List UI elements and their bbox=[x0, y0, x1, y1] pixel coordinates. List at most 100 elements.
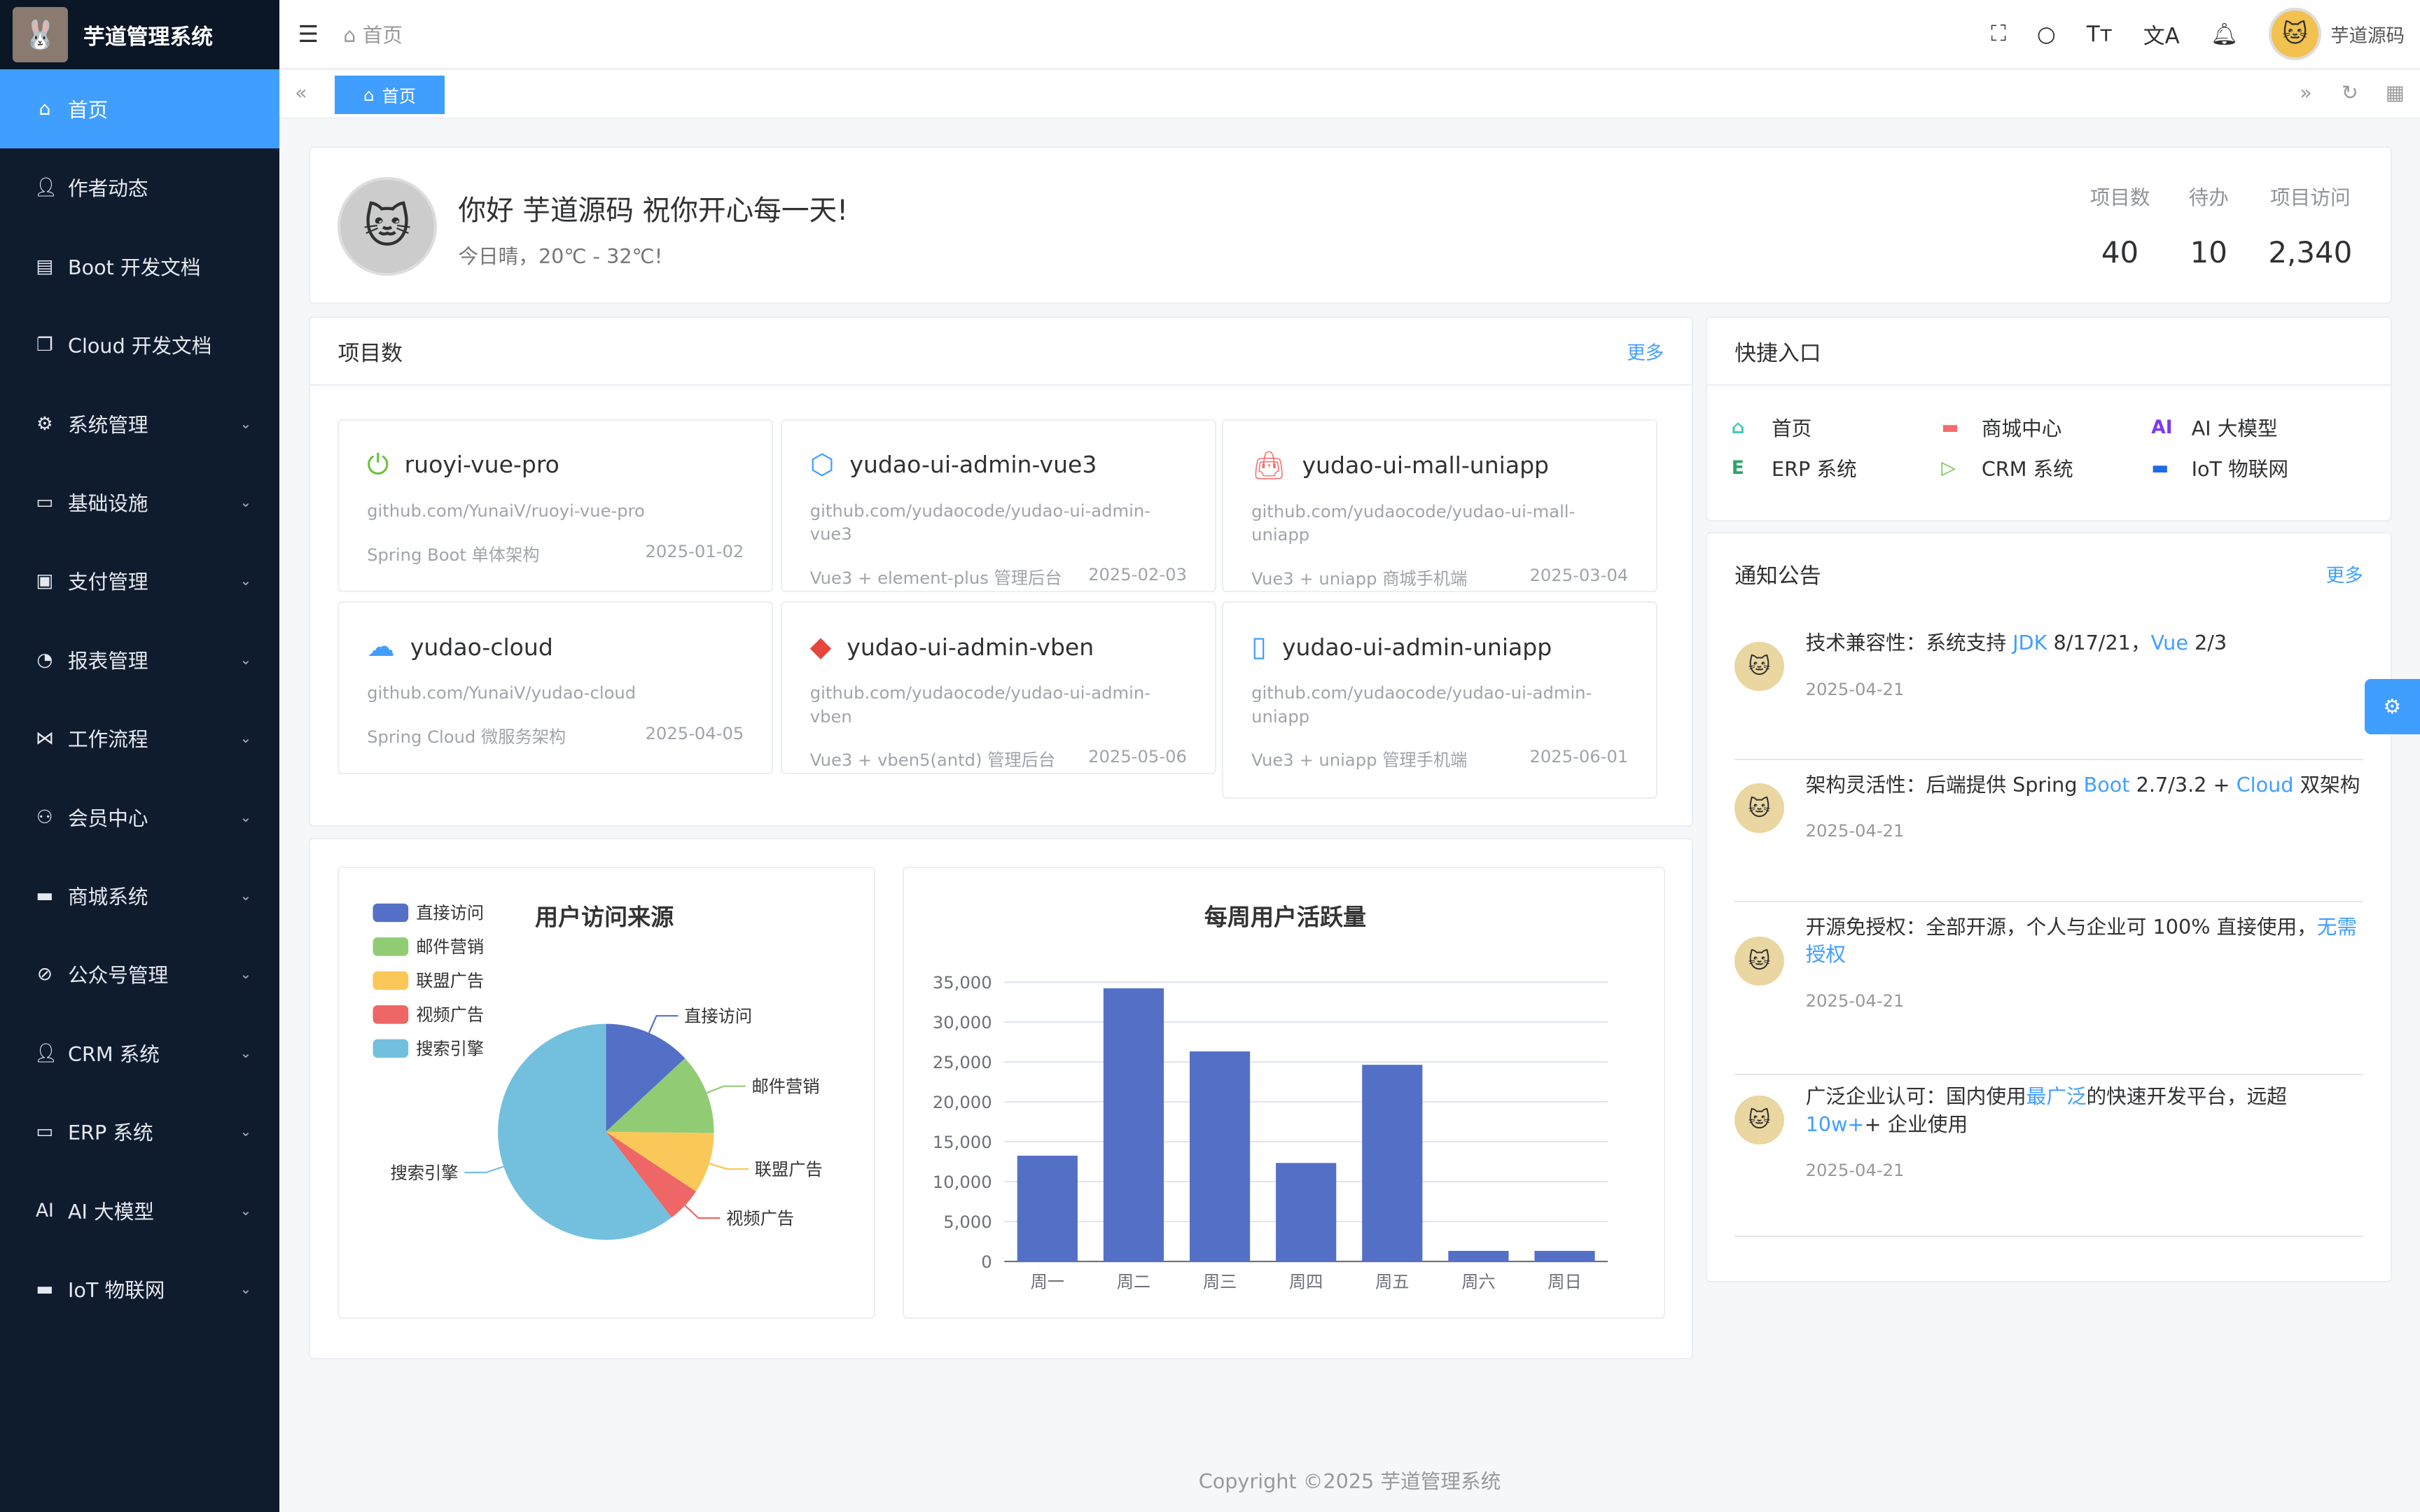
notice-text: 2.7/3.2 + bbox=[2129, 772, 2237, 797]
sidebar-item-1[interactable]: 👤︎ 作者动态 bbox=[0, 148, 279, 227]
notice-item[interactable]: 🐱 架构灵活性：后端提供 Spring Boot 2.7/3.2 + Cloud … bbox=[1734, 756, 2363, 903]
sidebar-item-5[interactable]: ▭ 基础设施 ⌄ bbox=[0, 463, 279, 541]
sidebar-item-6[interactable]: ▣ 支付管理 ⌄ bbox=[0, 542, 279, 620]
quick-title: 快捷入口 bbox=[1734, 340, 1821, 366]
breadcrumb[interactable]: ⌂ 首页 bbox=[343, 23, 403, 48]
scroll-right-icon[interactable]: » bbox=[2300, 80, 2312, 104]
sidebar-item-14[interactable]: AI AI 大模型 ⌄ bbox=[0, 1171, 279, 1250]
sidebar-item-13[interactable]: ▭ ERP 系统 ⌄ bbox=[0, 1092, 279, 1170]
sidebar-item-label: 商城系统 bbox=[67, 884, 148, 909]
sidebar-item-7[interactable]: ◔ 报表管理 ⌄ bbox=[0, 620, 279, 699]
fullscreen-icon[interactable]: ⛶ bbox=[1991, 21, 2006, 47]
project-card[interactable]: 👜︎ yudao-ui-mall-uniapp github.com/yudaoco… bbox=[1222, 419, 1657, 593]
notice-link[interactable]: 无需授权 bbox=[1805, 914, 2358, 967]
legend-swatch bbox=[373, 904, 409, 923]
notice-link[interactable]: 10w+ bbox=[1805, 1112, 1865, 1136]
chevron-down-icon: ⌄ bbox=[239, 1280, 252, 1297]
legend-swatch bbox=[373, 1005, 409, 1025]
notice-link[interactable]: Vue bbox=[2150, 631, 2188, 655]
quick-item[interactable]: ▬ IoT 物联网 bbox=[2151, 454, 2288, 482]
refresh-icon[interactable]: ↻ bbox=[2341, 80, 2358, 104]
scroll-left-icon[interactable]: « bbox=[294, 80, 307, 104]
y-tick-label: 20,000 bbox=[933, 1092, 992, 1112]
breadcrumb-home[interactable]: 首页 bbox=[362, 23, 403, 48]
sidebar-item-2[interactable]: ▤ Boot 开发文档 bbox=[0, 227, 279, 305]
logo[interactable]: 🐰 芋道管理系统 bbox=[0, 0, 279, 70]
sidebar-item-label: IoT 物联网 bbox=[67, 1278, 165, 1302]
sidebar-item-8[interactable]: ⋈ 工作流程 ⌄ bbox=[0, 699, 279, 777]
sidebar-item-12[interactable]: 👤︎ CRM 系统 ⌄ bbox=[0, 1014, 279, 1092]
sidebar-item-11[interactable]: ⊘ 公众号管理 ⌄ bbox=[0, 935, 279, 1014]
welcome-card: 🐱 你好 芋道源码 祝你开心每一天! 今日晴，20℃ - 32℃! 项目数 40 … bbox=[308, 146, 2393, 304]
header: ☰ ⌂ 首页 ⛶ ○ Tт 文A 🔔︎ 🐱 芋道源码 bbox=[279, 0, 2420, 70]
project-desc: Vue3 + vben5(antd) 管理后台 bbox=[809, 750, 1056, 771]
menu-toggle-icon[interactable]: ☰ bbox=[298, 20, 319, 48]
sidebar-item-4[interactable]: ⚙ 系统管理 ⌄ bbox=[0, 384, 279, 463]
quick-item[interactable]: ⌂ 首页 bbox=[1732, 413, 1812, 442]
notice-item[interactable]: 🐱 技术兼容性：系统支持 JDK 8/17/21，Vue 2/3 2025-04-2… bbox=[1734, 614, 2363, 761]
pie-label-line bbox=[464, 1166, 505, 1174]
project-card[interactable]: ☁ yudao-cloud github.com/YunaiV/yudao-clou… bbox=[338, 601, 774, 775]
shop-icon: ▬ bbox=[36, 884, 54, 906]
notice-more-link[interactable]: 更多 bbox=[2325, 565, 2363, 587]
project-card[interactable]: ◆ yudao-ui-admin-vben github.com/yudaocode… bbox=[781, 601, 1216, 775]
sidebar-item-10[interactable]: ▬ 商城系统 ⌄ bbox=[0, 856, 279, 934]
sidebar-item-label: 基础设施 bbox=[67, 491, 148, 515]
notice-item[interactable]: 🐱 开源免授权：全部开源，个人与企业可 100% 直接使用，无需授权 2025-04… bbox=[1734, 898, 2363, 1076]
monitor-icon: ▭ bbox=[36, 491, 54, 513]
ai-icon: AI bbox=[35, 1199, 54, 1222]
notice-item[interactable]: 🐱 广泛企业认可：国内使用最广泛的快速开发平台，远超 10w++ 企业使用 2025… bbox=[1734, 1068, 2363, 1238]
project-card[interactable]: ▯ yudao-ui-admin-uniapp github.com/yudaoco… bbox=[1222, 601, 1657, 799]
quick-item[interactable]: ▬ 商城中心 bbox=[1942, 413, 2062, 442]
project-url: github.com/yudaocode/yudao-ui-admin-vben bbox=[809, 682, 1150, 727]
legend-label: 直接访问 bbox=[417, 903, 485, 923]
notice-date: 2025-04-21 bbox=[1805, 1160, 1905, 1181]
sidebar-item-3[interactable]: ❐ Cloud 开发文档 bbox=[0, 305, 279, 384]
sidebar-item-label: 系统管理 bbox=[67, 412, 148, 437]
sidebar: 🐰 芋道管理系统 ⌂ 首页 👤︎ 作者动态 ▤ Boot 开发文档 ❐ Cloud 开发文档 ⚙ 系… bbox=[0, 0, 279, 1512]
search-icon[interactable]: ○ bbox=[2036, 21, 2056, 47]
project-name: ruoyi-vue-pro bbox=[404, 451, 559, 479]
project-date: 2025-05-06 bbox=[1088, 746, 1187, 767]
quick-item[interactable]: E ERP 系统 bbox=[1732, 454, 1857, 482]
project-date: 2025-06-01 bbox=[1529, 746, 1629, 767]
bell-icon[interactable]: 🔔︎ bbox=[2210, 22, 2238, 48]
quick-item[interactable]: AI AI 大模型 bbox=[2151, 413, 2277, 442]
notice-link[interactable]: 最广泛 bbox=[2026, 1084, 2087, 1109]
members-icon: ⚇ bbox=[36, 806, 53, 828]
x-tick-label: 周二 bbox=[1117, 1272, 1150, 1292]
project-card[interactable]: ⬡ yudao-ui-admin-vue3 github.com/yudaocode… bbox=[781, 419, 1216, 593]
tab-home[interactable]: ⌂ 首页 bbox=[335, 75, 445, 115]
notice-text: 开源免授权：全部开源，个人与企业可 100% 直接使用， bbox=[1805, 914, 2317, 939]
legend-swatch bbox=[373, 972, 409, 990]
sidebar-item-9[interactable]: ⚇ 会员中心 ⌄ bbox=[0, 778, 279, 856]
shop-icon: ▬ bbox=[1941, 416, 1959, 439]
sidebar-item-0[interactable]: ⌂ 首页 bbox=[0, 69, 279, 148]
notice-avatar: 🐱 bbox=[1734, 936, 1784, 986]
quick-item[interactable]: ▷ CRM 系统 bbox=[1942, 454, 2073, 482]
translate-icon[interactable]: 文A bbox=[2143, 24, 2180, 50]
pie-label-line bbox=[648, 1015, 679, 1034]
notice-link[interactable]: Boot bbox=[2083, 772, 2130, 797]
notice-date: 2025-04-21 bbox=[1805, 990, 1905, 1011]
grid-icon[interactable]: ▦ bbox=[2385, 80, 2405, 104]
pie-slice bbox=[606, 1132, 715, 1192]
notice-text: 2/3 bbox=[2188, 631, 2227, 655]
settings-button[interactable]: ⚙ bbox=[2364, 678, 2420, 735]
projects-more-link[interactable]: 更多 bbox=[1627, 342, 1664, 364]
user-name[interactable]: 芋道源码 bbox=[2330, 25, 2405, 48]
notice-link[interactable]: JDK bbox=[2012, 631, 2047, 655]
avatar[interactable]: 🐱 bbox=[2269, 8, 2321, 61]
legend-label: 邮件营销 bbox=[417, 937, 485, 958]
sidebar-item-15[interactable]: ▬ IoT 物联网 ⌄ bbox=[0, 1250, 279, 1328]
server-icon: ▬ bbox=[2151, 456, 2169, 479]
pie-slice bbox=[606, 1024, 686, 1133]
bar bbox=[1448, 1251, 1509, 1262]
bar bbox=[1104, 988, 1164, 1262]
quick-item-label: IoT 物联网 bbox=[2191, 456, 2289, 481]
phone-icon: ▯ bbox=[1251, 631, 1267, 664]
notice-link[interactable]: Cloud bbox=[2236, 772, 2294, 797]
font-size-icon[interactable]: Tт bbox=[2086, 21, 2113, 47]
x-tick-label: 周六 bbox=[1461, 1272, 1495, 1292]
project-card[interactable]: ⏻ ruoyi-vue-pro github.com/YunaiV/ruoyi-vu… bbox=[338, 419, 774, 593]
